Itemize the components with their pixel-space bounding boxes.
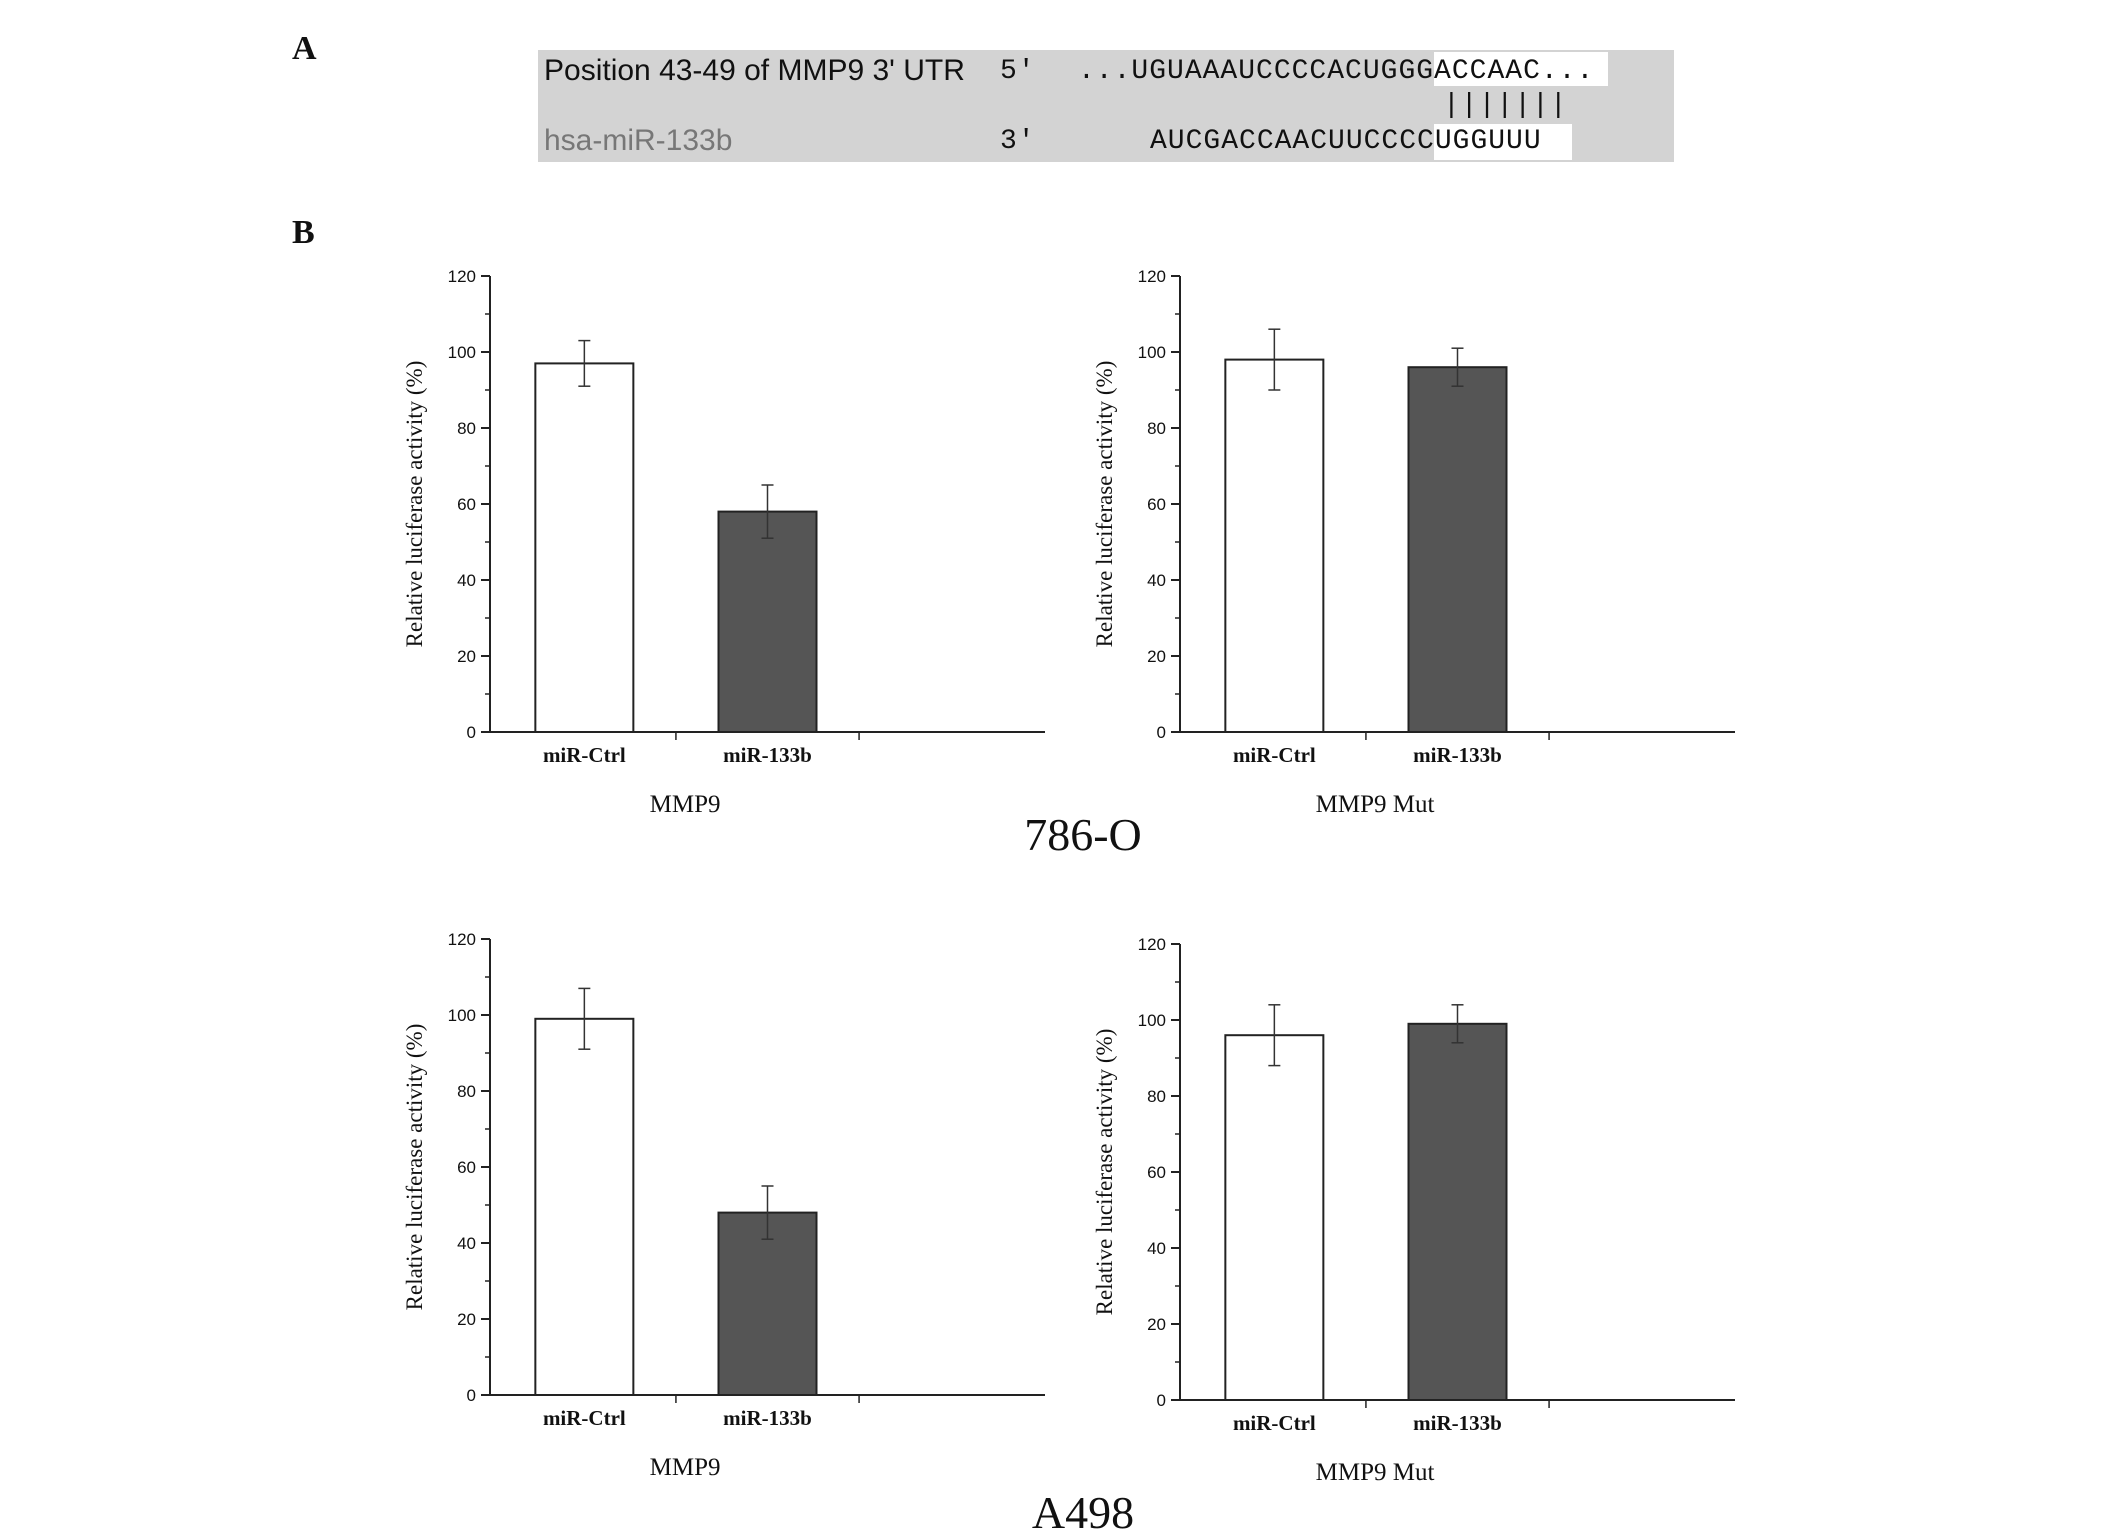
seed-highlight-bottom xyxy=(1434,124,1572,160)
y-tick-label: 100 xyxy=(448,1006,476,1025)
y-axis-label: Relative luciferase activity (%) xyxy=(402,361,427,648)
x-tick-label: miR-133b xyxy=(1413,743,1502,767)
mirna-end: 3' xyxy=(1000,126,1036,157)
mirna-sequence: AUCGACCAACUUCCCCUGGUUU xyxy=(1150,126,1542,157)
y-tick-label: 20 xyxy=(457,647,476,666)
mmp9-utr-end: 5' xyxy=(1000,56,1036,87)
x-tick-label: miR-Ctrl xyxy=(1233,1411,1316,1435)
bar-chart-786o-mmp9-mut: Relative luciferase activity (%) 0 20 40 60 8… xyxy=(1092,267,1735,818)
x-axis-label: MMP9 Mut xyxy=(1316,791,1435,818)
y-tick-label: 0 xyxy=(1157,1391,1166,1410)
y-tick-label: 60 xyxy=(1147,1163,1166,1182)
y-axis-label: Relative luciferase activity (%) xyxy=(402,1024,427,1311)
seed-highlight-top xyxy=(1434,52,1608,86)
x-tick-label: miR-Ctrl xyxy=(1233,743,1316,767)
y-tick-label: 120 xyxy=(448,930,476,949)
y-axis-label: Relative luciferase activity (%) xyxy=(1092,361,1117,648)
y-tick-label: 100 xyxy=(1138,1011,1166,1030)
bar-mir-133b xyxy=(717,510,818,733)
y-tick-label: 80 xyxy=(457,419,476,438)
x-axis-label: MMP9 Mut xyxy=(1316,1459,1435,1486)
panel-label-b: B xyxy=(292,214,315,251)
y-tick-label: 120 xyxy=(448,267,476,286)
y-tick-label: 80 xyxy=(1147,1087,1166,1106)
y-tick-label: 40 xyxy=(1147,1239,1166,1258)
y-tick-label: 80 xyxy=(457,1082,476,1101)
y-tick-label: 0 xyxy=(467,723,476,742)
bar-mir-133b xyxy=(1407,366,1508,733)
bar-mir-133b xyxy=(1407,1022,1508,1402)
bar-mir-ctrl xyxy=(534,1017,635,1397)
y-tick-label: 60 xyxy=(457,1158,476,1177)
seed-pairing-lines: ||||||| xyxy=(1443,90,1568,121)
y-tick-label: 40 xyxy=(1147,571,1166,590)
x-tick-label: miR-Ctrl xyxy=(543,743,626,767)
bar-chart-a498-mmp9: Relative luciferase activity (%) 0 20 40 60 8… xyxy=(402,930,1045,1481)
x-tick-label: miR-133b xyxy=(723,743,812,767)
y-tick-label: 100 xyxy=(448,343,476,362)
cell-line-label-a498: A498 xyxy=(1031,1487,1135,1538)
x-tick-label: miR-133b xyxy=(723,1406,812,1430)
panel-label-a: A xyxy=(292,30,317,67)
mmp9-utr-sequence: ...UGUAAAUCCCCACUGGGACCAAC... xyxy=(1078,56,1595,87)
x-tick-label: miR-133b xyxy=(1413,1411,1502,1435)
bar-chart-786o-mmp9: Relative luciferase activity (%) 0 20 40 60 8… xyxy=(402,267,1045,818)
x-axis-label: MMP9 xyxy=(650,1454,721,1481)
y-tick-label: 20 xyxy=(1147,647,1166,666)
x-axis-label: MMP9 xyxy=(650,791,721,818)
bar-chart-a498-mmp9-mut: Relative luciferase activity (%) 0 20 40 60 8… xyxy=(1092,935,1735,1486)
bar-mir-ctrl xyxy=(1224,358,1325,733)
y-tick-label: 120 xyxy=(1138,935,1166,954)
y-axis-label: Relative luciferase activity (%) xyxy=(1092,1029,1117,1316)
y-tick-label: 0 xyxy=(1157,723,1166,742)
mmp9-utr-label: Position 43-49 of MMP9 3' UTR xyxy=(544,54,965,87)
y-tick-label: 120 xyxy=(1138,267,1166,286)
y-tick-label: 100 xyxy=(1138,343,1166,362)
bar-mir-ctrl xyxy=(534,362,635,734)
y-tick-label: 0 xyxy=(467,1386,476,1405)
bar-mir-133b xyxy=(717,1211,818,1396)
y-tick-label: 20 xyxy=(457,1310,476,1329)
y-tick-label: 60 xyxy=(457,495,476,514)
y-tick-label: 20 xyxy=(1147,1315,1166,1334)
sequence-alignment-box: Position 43-49 of MMP9 3' UTR 5' ...UGUA… xyxy=(538,50,1674,162)
y-tick-label: 60 xyxy=(1147,495,1166,514)
y-tick-label: 40 xyxy=(457,1234,476,1253)
cell-line-label-786o: 786-O xyxy=(1024,809,1142,860)
x-tick-label: miR-Ctrl xyxy=(543,1406,626,1430)
bar-mir-ctrl xyxy=(1224,1034,1325,1401)
y-tick-label: 80 xyxy=(1147,419,1166,438)
y-tick-label: 40 xyxy=(457,571,476,590)
mirna-label: hsa-miR-133b xyxy=(544,124,733,157)
